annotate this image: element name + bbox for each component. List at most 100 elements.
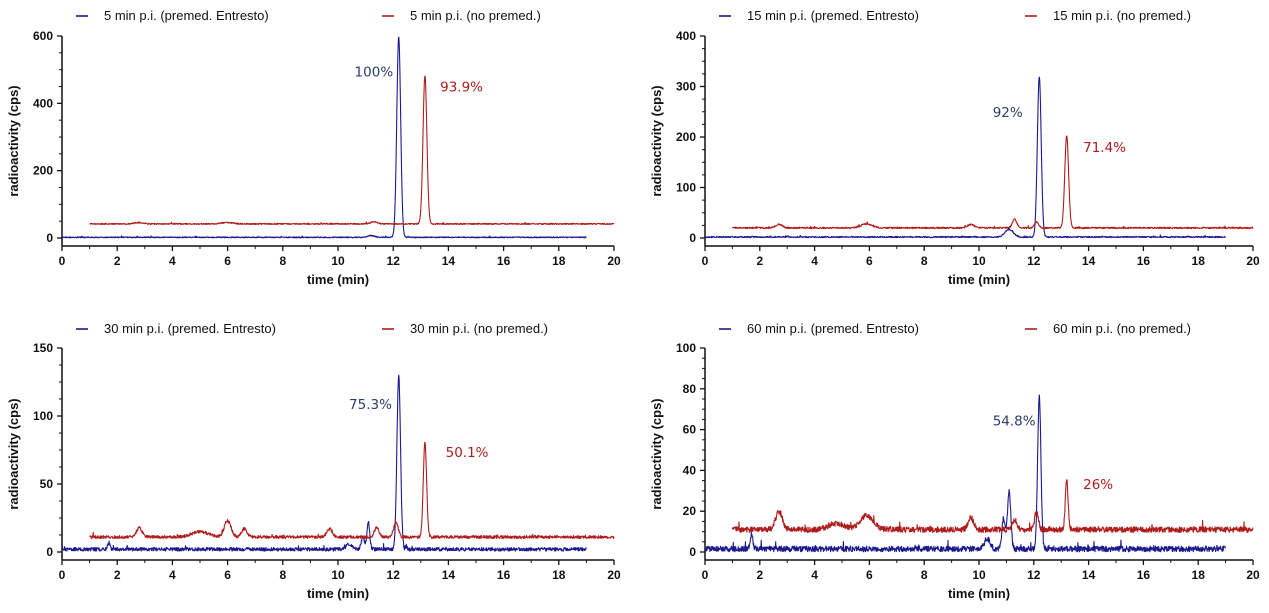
legend-label-series-1: 15 min p.i. (premed. Entresto) <box>747 8 919 23</box>
y-tick-label: 100 <box>676 181 696 195</box>
y-tick-label: 150 <box>33 341 53 355</box>
peak-percentage-label: 92% <box>993 105 1023 121</box>
peak-percentage-label: 71.4% <box>1083 140 1126 156</box>
y-tick-label: 300 <box>676 80 696 94</box>
y-tick-label: 400 <box>33 96 53 110</box>
series-trace-2 <box>89 441 615 540</box>
x-tick-label: 6 <box>866 568 873 582</box>
x-axis-title: time (min) <box>948 586 1010 601</box>
y-axis-title: radioactivity (cps) <box>6 398 21 509</box>
y-tick-label: 600 <box>33 29 53 43</box>
series-trace-1 <box>704 394 1226 553</box>
y-axis-title: radioactivity (cps) <box>6 85 21 196</box>
x-tick-label: 2 <box>756 254 763 268</box>
peak-percentage-label: 26% <box>1083 477 1113 493</box>
x-tick-label: 20 <box>1246 568 1260 582</box>
peak-percentage-label: 54.8% <box>993 414 1036 430</box>
x-tick-label: 16 <box>497 568 511 582</box>
legend-label-series-2: 15 min p.i. (no premed.) <box>1053 8 1191 23</box>
series-trace-1 <box>704 76 1226 239</box>
peak-percentage-label: 93.9% <box>440 80 483 96</box>
y-tick-label: 80 <box>683 382 697 396</box>
x-tick-label: 2 <box>756 568 763 582</box>
legend-label-series-1: 30 min p.i. (premed. Entresto) <box>104 321 276 336</box>
x-tick-label: 12 <box>1027 254 1041 268</box>
series-trace-2 <box>731 479 1254 533</box>
x-tick-label: 14 <box>1082 254 1096 268</box>
y-tick-label: 100 <box>33 409 53 423</box>
x-tick-label: 16 <box>1137 568 1151 582</box>
series-trace-1 <box>61 36 587 239</box>
x-tick-label: 20 <box>607 568 621 582</box>
x-tick-label: 10 <box>972 254 986 268</box>
y-tick-label: 200 <box>33 164 53 178</box>
y-tick-label: 400 <box>676 29 696 43</box>
y-tick-label: 200 <box>676 130 696 144</box>
x-tick-label: 0 <box>702 254 709 268</box>
x-tick-label: 14 <box>442 568 456 582</box>
x-tick-label: 14 <box>442 254 456 268</box>
chart-panel-4: 0 2 4 6 8 10 12 14 16 18 20 0 20 40 60 80 100 time (min) r… <box>649 321 1260 601</box>
series-trace-2 <box>89 75 615 226</box>
legend-label-series-1: 60 min p.i. (premed. Entresto) <box>747 321 919 336</box>
y-axis-title: radioactivity (cps) <box>649 398 664 509</box>
peak-percentage-label: 75.3% <box>349 397 392 413</box>
x-tick-label: 20 <box>607 254 621 268</box>
y-tick-label: 20 <box>683 504 697 518</box>
y-tick-label: 0 <box>689 545 696 559</box>
legend-label-series-2: 5 min p.i. (no premed.) <box>410 8 541 23</box>
x-tick-label: 6 <box>224 568 231 582</box>
y-tick-label: 0 <box>46 545 53 559</box>
x-tick-label: 18 <box>552 254 566 268</box>
x-tick-label: 0 <box>59 568 66 582</box>
legend-label-series-1: 5 min p.i. (premed. Entresto) <box>104 8 269 23</box>
x-tick-label: 20 <box>1246 254 1260 268</box>
x-axis-title: time (min) <box>307 586 369 601</box>
x-tick-label: 2 <box>114 568 121 582</box>
x-tick-label: 6 <box>866 254 873 268</box>
x-tick-label: 10 <box>972 568 986 582</box>
x-tick-label: 14 <box>1082 568 1096 582</box>
y-tick-label: 0 <box>689 231 696 245</box>
series-trace-2 <box>731 135 1254 230</box>
y-tick-label: 0 <box>46 231 53 245</box>
x-tick-label: 8 <box>921 254 928 268</box>
x-tick-label: 16 <box>497 254 511 268</box>
y-axis-title: radioactivity (cps) <box>649 85 664 196</box>
x-tick-label: 18 <box>1192 568 1206 582</box>
x-tick-label: 16 <box>1137 254 1151 268</box>
x-axis-title: time (min) <box>948 272 1010 287</box>
y-tick-label: 100 <box>676 341 696 355</box>
x-tick-label: 18 <box>552 568 566 582</box>
x-axis-title: time (min) <box>307 272 369 287</box>
x-tick-label: 2 <box>114 254 121 268</box>
x-tick-label: 6 <box>224 254 231 268</box>
x-tick-label: 8 <box>921 568 928 582</box>
peak-percentage-label: 100% <box>355 64 394 80</box>
x-tick-label: 8 <box>279 568 286 582</box>
x-tick-label: 12 <box>387 254 401 268</box>
x-tick-label: 4 <box>169 254 176 268</box>
x-tick-label: 8 <box>279 254 286 268</box>
y-tick-label: 60 <box>683 423 697 437</box>
x-tick-label: 18 <box>1192 254 1206 268</box>
legend-label-series-2: 60 min p.i. (no premed.) <box>1053 321 1191 336</box>
chart-panel-3: 0 2 4 6 8 10 12 14 16 18 20 0 50 100 150 time (min) radi… <box>6 321 621 601</box>
peak-percentage-label: 50.1% <box>446 445 489 461</box>
x-tick-label: 4 <box>169 568 176 582</box>
x-tick-label: 12 <box>1027 568 1041 582</box>
x-tick-label: 0 <box>702 568 709 582</box>
x-tick-label: 0 <box>59 254 66 268</box>
y-tick-label: 50 <box>40 477 54 491</box>
x-tick-label: 10 <box>331 568 345 582</box>
x-tick-label: 10 <box>331 254 345 268</box>
x-tick-label: 4 <box>811 568 818 582</box>
legend-label-series-2: 30 min p.i. (no premed.) <box>410 321 548 336</box>
x-tick-label: 12 <box>387 568 401 582</box>
x-tick-label: 4 <box>811 254 818 268</box>
y-tick-label: 40 <box>683 463 697 477</box>
